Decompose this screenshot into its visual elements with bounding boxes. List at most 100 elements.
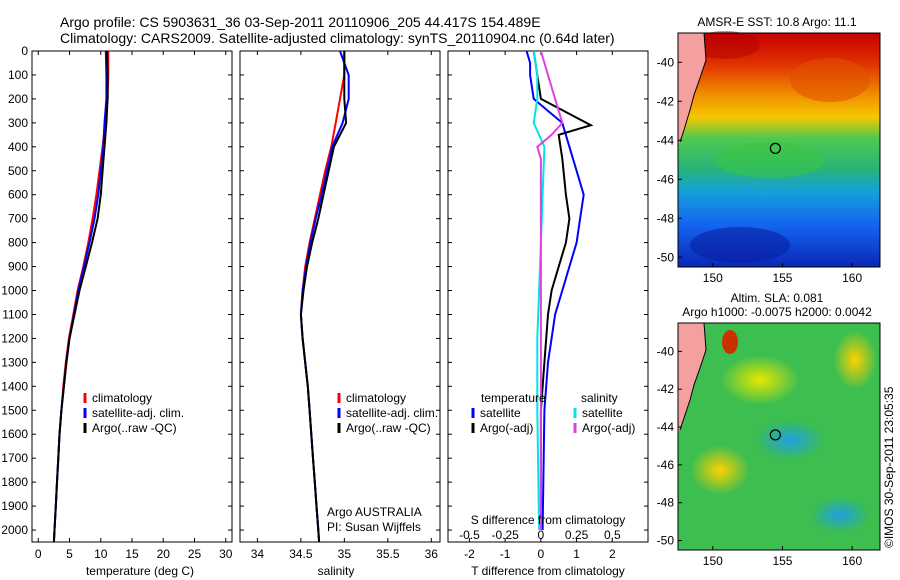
- sla-heatmap: [678, 322, 880, 550]
- temperature-x-ticks: 0 5 10 15 20 25 30: [35, 51, 233, 561]
- salinity-axes-frame: [239, 50, 441, 543]
- depth-tick-label: 600: [8, 188, 28, 202]
- sla-high-anomaly-south: [690, 445, 750, 495]
- x-tick-label: 34: [251, 547, 265, 561]
- salinity-x-ticks: 34 34.5 35 35.5 36: [251, 51, 439, 561]
- float-owner-label: Argo AUSTRALIA: [327, 505, 422, 519]
- sst-map-title: AMSR-E SST: 10.8 Argo: 11.1: [697, 15, 857, 29]
- x-tick-label: 30: [219, 547, 233, 561]
- x-tick-label: 1: [573, 547, 580, 561]
- depth-tick-label: 200: [8, 92, 28, 106]
- lat-tick-label: -42: [657, 94, 675, 108]
- s-tick-label: -0.25: [491, 528, 519, 542]
- lat-tick-label: -50: [657, 250, 675, 264]
- x-tick-label: 10: [94, 547, 108, 561]
- legend-entry: satellite: [480, 406, 521, 420]
- x-tick-label: 20: [157, 547, 171, 561]
- series-line-3: [536, 50, 564, 530]
- sla-map-subtitle: Argo h1000: -0.0075 h2000: 0.0042: [682, 305, 872, 319]
- series-line-2: [299, 51, 348, 543]
- sla-map-frame: [677, 322, 881, 551]
- series-line-1: [52, 50, 108, 543]
- sst-land-tasmania: [678, 33, 706, 145]
- sla-high-anomaly-east: [833, 330, 877, 390]
- temperature-x-label: temperature (deg C): [86, 564, 194, 578]
- x-tick-label: 5: [66, 547, 73, 561]
- sst-lat-ticks: -40 -42 -44 -46 -48 -50: [657, 55, 682, 264]
- salinity-lines: [299, 50, 350, 543]
- difference-panel: -2 -1 0 1 2 -0.5 -0.25 0 0.25 0.5 temperaturesat…: [447, 50, 649, 578]
- series-line-2: [52, 50, 109, 543]
- sst-front: [715, 142, 825, 178]
- legend-group-header: salinity: [581, 391, 618, 405]
- x-tick-label: 34.5: [289, 547, 313, 561]
- lat-tick-label: -50: [657, 534, 675, 548]
- sla-map-panel: Altim. SLA: 0.081 Argo h1000: -0.0075 h2…: [657, 291, 881, 568]
- sla-high-anomaly: [720, 355, 800, 405]
- s-tick-label: 0: [538, 528, 545, 542]
- legend-entry: satellite-adj. clim.: [92, 406, 184, 420]
- depth-tick-label: 2000: [1, 523, 28, 537]
- x-tick-label: 15: [125, 547, 139, 561]
- t-difference-label: T difference from climatology: [471, 564, 625, 578]
- pi-label: PI: Susan Wijffels: [327, 520, 421, 534]
- x-tick-label: 0: [35, 547, 42, 561]
- depth-tick-label: 1400: [1, 379, 28, 393]
- lon-tick-label: 155: [772, 554, 792, 568]
- legend-entry: Argo(..raw -QC): [346, 421, 431, 435]
- sla-coastline: [679, 322, 707, 431]
- lat-tick-label: -42: [657, 382, 675, 396]
- difference-axes-frame: [447, 50, 649, 543]
- lat-tick-label: -40: [657, 55, 675, 69]
- sst-coastline: [679, 32, 707, 143]
- lon-tick-label: 150: [703, 271, 723, 285]
- lon-tick-label: 155: [772, 271, 792, 285]
- difference-legend: temperaturesatelliteArgo(-adj)salinitysa…: [471, 391, 635, 435]
- sst-cold-pool: [690, 227, 790, 263]
- lon-tick-label: 160: [842, 554, 862, 568]
- x-tick-label: 35: [338, 547, 352, 561]
- legend-group-header: temperature: [481, 391, 546, 405]
- temperature-panel: 0100200300400500600700800900100011001200…: [1, 44, 232, 578]
- sla-low-anomaly-south: [810, 497, 870, 533]
- depth-tick-label: 300: [8, 116, 28, 130]
- depth-tick-label: 800: [8, 236, 28, 250]
- legend-entry: satellite-adj. clim.: [346, 406, 438, 420]
- depth-tick-label: 1700: [1, 451, 28, 465]
- salinity-x-label: salinity: [318, 564, 355, 578]
- temperature-axes-frame: [31, 50, 233, 543]
- lat-tick-label: -48: [657, 496, 675, 510]
- sla-lat-ticks: -40 -42 -44 -46 -48 -50: [657, 344, 682, 548]
- depth-tick-label: 1800: [1, 475, 28, 489]
- x-tick-label: 0: [538, 547, 545, 561]
- lon-tick-label: 150: [703, 554, 723, 568]
- s-tick-label: -0.5: [459, 528, 480, 542]
- sst-map-frame: [677, 32, 881, 268]
- temperature-lines: [52, 50, 110, 543]
- depth-tick-label: 1600: [1, 427, 28, 441]
- depth-tick-label: 1100: [2, 307, 28, 321]
- legend-entry: Argo(-adj): [582, 421, 635, 435]
- s-tick-label: 0.5: [604, 528, 621, 542]
- s-difference-label: S difference from climatology: [471, 513, 626, 527]
- lon-tick-label: 160: [842, 271, 862, 285]
- depth-tick-label: 700: [8, 212, 28, 226]
- depth-ticks: 0 100 200 300 400 500 600 700 800 900 1000 1100 1200…: [1, 44, 232, 537]
- lat-tick-label: -46: [657, 458, 675, 472]
- s-difference-ticks: -0.5 -0.25 0 0.25 0.5: [459, 528, 621, 542]
- depth-tick-label: 0: [21, 44, 28, 58]
- depth-tick-label: 500: [8, 164, 28, 178]
- depth-tick-label: 1200: [1, 331, 28, 345]
- x-tick-label: -2: [464, 547, 475, 561]
- legend-entry: satellite: [582, 406, 623, 420]
- legend-entry: climatology: [92, 391, 152, 405]
- sla-map-title: Altim. SLA: 0.081: [731, 291, 824, 305]
- x-tick-label: 2: [609, 547, 616, 561]
- depth-tick-label: 1300: [1, 355, 28, 369]
- depth-tick-label: 1900: [1, 499, 28, 513]
- series-line-0: [52, 51, 110, 543]
- depth-tick-label: 1500: [1, 403, 28, 417]
- lat-tick-label: -48: [657, 211, 675, 225]
- x-tick-label: 36: [425, 547, 439, 561]
- series-line-2: [532, 50, 546, 531]
